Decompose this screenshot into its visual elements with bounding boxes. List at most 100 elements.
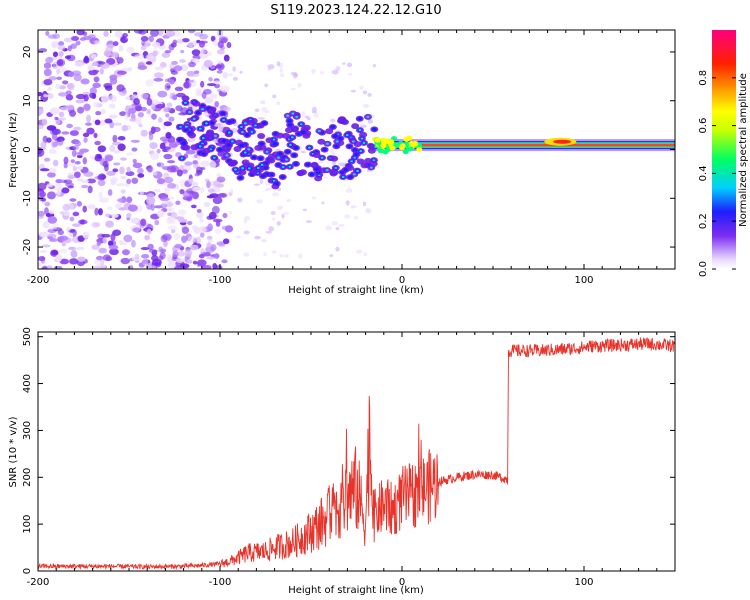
- spectral-speckle: [94, 207, 99, 216]
- spectral-speckle: [127, 67, 133, 72]
- spectral-blob-peak: [234, 168, 237, 171]
- spectral-speckle: [63, 210, 71, 216]
- spectral-speckle: [212, 196, 223, 205]
- spectral-speckle: [201, 91, 207, 99]
- spectral-speckle: [154, 219, 160, 226]
- spectral-speckle: [70, 250, 78, 258]
- spectral-blob-peak: [272, 138, 276, 141]
- spectral-speckle: [38, 215, 45, 220]
- spectral-speckle: [193, 70, 200, 75]
- spectral-speckle: [143, 39, 152, 48]
- spectral-blob-core: [177, 137, 183, 142]
- spectral-speckle: [192, 260, 198, 265]
- spectral-speckle: [290, 87, 296, 91]
- spectral-blob-peak: [281, 166, 285, 169]
- spectral-speckle: [154, 66, 164, 71]
- spectral-blob: [360, 162, 369, 169]
- spectral-speckle: [170, 228, 176, 234]
- spectral-speckle: [120, 175, 127, 180]
- spectral-blob-peak: [295, 115, 299, 118]
- spectral-blob-core: [285, 149, 291, 154]
- spectral-blob-core: [347, 144, 352, 149]
- spectral-speckle: [182, 81, 192, 89]
- spectral-speckle: [97, 179, 106, 187]
- spectral-speckle: [359, 124, 367, 129]
- spectral-speckle: [82, 205, 87, 213]
- spectral-speckle: [281, 213, 285, 219]
- spectral-speckle: [345, 188, 353, 194]
- spectral-speckle: [105, 213, 111, 218]
- spectral-speckle: [91, 221, 100, 228]
- spectral-speckle: [222, 212, 228, 219]
- spectral-speckle: [125, 171, 135, 177]
- spectral-speckle: [335, 227, 340, 231]
- spectral-speckle: [265, 230, 272, 234]
- spectral-blob-core: [221, 139, 227, 143]
- spectrogram-xlabel: Height of straight line (km): [288, 285, 424, 296]
- spectral-blob-peak: [227, 131, 231, 134]
- spectral-speckle: [68, 109, 77, 117]
- spectral-speckle: [38, 182, 47, 191]
- spectral-speckle: [67, 45, 72, 52]
- spectral-speckle: [83, 57, 90, 64]
- spectral-speckle: [311, 106, 317, 113]
- spectral-speckle: [220, 37, 228, 44]
- spectral-speckle: [58, 235, 69, 241]
- spectral-speckle: [126, 178, 132, 185]
- spectral-speckle: [329, 254, 334, 258]
- tone-onset-blob: [377, 148, 384, 154]
- spectral-speckle: [61, 242, 67, 247]
- spectral-speckle: [69, 130, 79, 136]
- spectral-speckle: [237, 197, 243, 203]
- spectral-speckle: [277, 187, 282, 192]
- spectral-blob-peak: [299, 123, 303, 126]
- spectral-speckle: [71, 149, 77, 157]
- spectral-speckle: [108, 103, 116, 109]
- spectral-speckle: [346, 62, 353, 68]
- spectral-speckle: [132, 158, 137, 164]
- spectral-speckle: [69, 216, 75, 222]
- spectral-speckle: [119, 166, 125, 175]
- spectral-speckle: [46, 87, 53, 91]
- spectral-speckle: [213, 253, 220, 259]
- spectral-blob: [310, 161, 319, 168]
- colorbar-tick-label: 0.2: [698, 213, 709, 229]
- spectral-speckle: [276, 101, 281, 106]
- spectral-speckle: [230, 188, 234, 194]
- spectral-speckle: [216, 70, 223, 74]
- spectral-speckle: [73, 203, 78, 208]
- spectral-blob-peak: [290, 136, 294, 139]
- snr-xtick-label: 100: [574, 577, 593, 588]
- spectral-speckle: [76, 30, 85, 36]
- spectral-speckle: [165, 132, 172, 139]
- spectral-speckle: [239, 70, 243, 74]
- spectral-speckle: [86, 178, 96, 184]
- spectral-speckle: [41, 118, 48, 126]
- spectral-speckle: [195, 236, 201, 244]
- spectral-blob: [275, 132, 284, 139]
- spectral-speckle: [151, 258, 162, 266]
- spectral-speckle: [174, 265, 183, 269]
- spectral-speckle: [325, 225, 333, 231]
- spectral-speckle: [311, 196, 317, 200]
- colorbar-gradient: [712, 30, 736, 269]
- spectral-blob-core: [287, 119, 292, 123]
- spectral-blob-core: [195, 111, 201, 115]
- spectral-speckle: [75, 246, 85, 251]
- spectral-speckle: [107, 206, 113, 211]
- spectral-speckle: [211, 205, 220, 214]
- spectral-speckle: [216, 176, 226, 183]
- spectral-blob-core: [226, 120, 232, 124]
- spectral-blob-core: [314, 167, 320, 171]
- spectral-blob-peak: [369, 166, 373, 169]
- spectral-blob-peak: [291, 112, 295, 115]
- spectral-speckle: [178, 218, 188, 223]
- spectral-speckle: [254, 183, 260, 186]
- spectral-speckle: [220, 85, 230, 93]
- spectral-speckle: [67, 175, 76, 180]
- spectral-speckle: [362, 201, 367, 207]
- spectral-blob-peak: [285, 158, 288, 161]
- spectral-speckle: [148, 132, 154, 141]
- spectral-blob: [338, 116, 347, 123]
- spectral-speckle: [65, 104, 75, 110]
